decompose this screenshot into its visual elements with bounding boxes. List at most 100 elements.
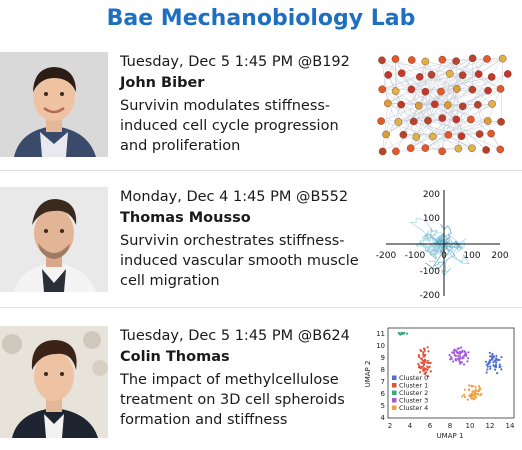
umap-point xyxy=(423,372,426,375)
x-tick: 14 xyxy=(506,422,515,430)
umap-point xyxy=(468,384,471,387)
umap-point xyxy=(490,355,494,359)
network-node xyxy=(378,56,386,65)
talk-2: Monday, Dec 4 1:45 PM @B552 Thomas Mouss… xyxy=(120,187,370,291)
umap-point xyxy=(459,346,463,349)
network-node xyxy=(503,70,512,78)
umap-point xyxy=(422,363,426,366)
network-node xyxy=(457,132,466,140)
cell-network-figure xyxy=(372,52,512,162)
umap-point xyxy=(423,349,426,352)
umap-point xyxy=(457,347,460,350)
umap-point xyxy=(496,372,499,375)
speaker-photo-john-biber xyxy=(0,52,108,157)
legend-swatch xyxy=(392,398,397,403)
network-node xyxy=(391,55,400,63)
y-tick: 8 xyxy=(381,366,385,374)
talk-title: The impact of methylcellulose treatment … xyxy=(120,372,345,428)
umap-point xyxy=(493,368,497,371)
network-node xyxy=(407,85,416,94)
divider xyxy=(0,307,522,308)
network-node xyxy=(397,69,406,78)
umap-point xyxy=(467,351,470,354)
network-node xyxy=(496,85,505,93)
umap-point xyxy=(477,389,481,392)
legend-label: Cluster 4 xyxy=(399,404,428,412)
umap-point xyxy=(486,365,489,368)
y-tick: 6 xyxy=(381,390,386,398)
umap-point xyxy=(468,389,471,392)
speaker-name: Thomas Mousso xyxy=(120,210,251,226)
umap-point xyxy=(427,361,430,364)
umap-point xyxy=(460,361,463,364)
legend-swatch xyxy=(392,390,397,395)
umap-point xyxy=(498,358,501,361)
umap-point xyxy=(459,355,462,358)
network-node xyxy=(384,71,393,79)
talk-3: Tuesday, Dec 5 1:45 PM @B624 Colin Thoma… xyxy=(120,326,370,430)
lab-title: Bae Mechanobiology Lab xyxy=(106,6,416,31)
network-node xyxy=(468,54,477,63)
y-tick: -100 xyxy=(420,267,441,277)
talk-time: Tuesday, Dec 5 1:45 PM @B192 xyxy=(120,54,350,70)
umap-point xyxy=(463,388,466,391)
umap-point xyxy=(471,390,474,393)
umap-point xyxy=(470,394,473,397)
network-node xyxy=(415,73,424,81)
umap-point xyxy=(457,354,460,357)
network-node xyxy=(421,57,430,66)
cell-trajectory xyxy=(415,241,445,249)
umap-point xyxy=(423,355,426,358)
umap-point xyxy=(453,351,456,354)
umap-point xyxy=(491,358,494,361)
umap-point xyxy=(464,353,467,356)
umap-point xyxy=(459,362,462,365)
umap-point xyxy=(397,331,400,335)
migration-trajectory-plot: -200 -100 0 100 200 200 100 -100 -200 xyxy=(376,190,509,301)
network-node xyxy=(397,100,405,109)
umap-point xyxy=(454,354,458,358)
umap-point xyxy=(426,346,429,349)
umap-point xyxy=(426,359,429,362)
network-node xyxy=(382,130,390,139)
speaker-name: John Biber xyxy=(120,75,205,91)
network-node xyxy=(378,85,386,94)
network-node xyxy=(468,144,476,153)
umap-point xyxy=(486,368,489,371)
speaker-photo-colin-thomas xyxy=(0,326,108,438)
umap-point xyxy=(452,360,455,363)
y-tick: 4 xyxy=(381,414,386,422)
network-node xyxy=(468,85,477,94)
umap-point xyxy=(399,333,402,336)
umap-point xyxy=(405,332,409,335)
network-node xyxy=(483,55,491,63)
network-node xyxy=(444,131,453,139)
speaker-name: Colin Thomas xyxy=(120,349,230,365)
x-axis-label: UMAP 1 xyxy=(437,432,464,440)
umap-point xyxy=(473,395,476,398)
network-node xyxy=(438,114,447,122)
legend-swatch xyxy=(392,375,397,380)
network-node xyxy=(421,144,430,152)
network-node xyxy=(454,144,463,153)
umap-point xyxy=(420,358,424,361)
network-node xyxy=(474,70,483,78)
network-node xyxy=(446,69,454,78)
x-tick: 8 xyxy=(448,422,452,430)
umap-point xyxy=(419,371,422,374)
umap-point xyxy=(491,353,494,357)
umap-point xyxy=(419,349,422,352)
network-node xyxy=(458,71,467,80)
umap-point xyxy=(467,357,470,360)
network-node xyxy=(438,147,446,156)
x-tick: 4 xyxy=(408,422,413,430)
umap-point xyxy=(485,371,488,374)
umap-point xyxy=(462,363,466,366)
umap-point xyxy=(493,359,496,362)
x-tick: 0 xyxy=(441,251,447,261)
umap-point xyxy=(489,367,492,370)
umap-point xyxy=(423,361,426,364)
network-node xyxy=(391,87,400,95)
umap-point xyxy=(422,351,425,354)
x-tick: 6 xyxy=(428,422,433,430)
